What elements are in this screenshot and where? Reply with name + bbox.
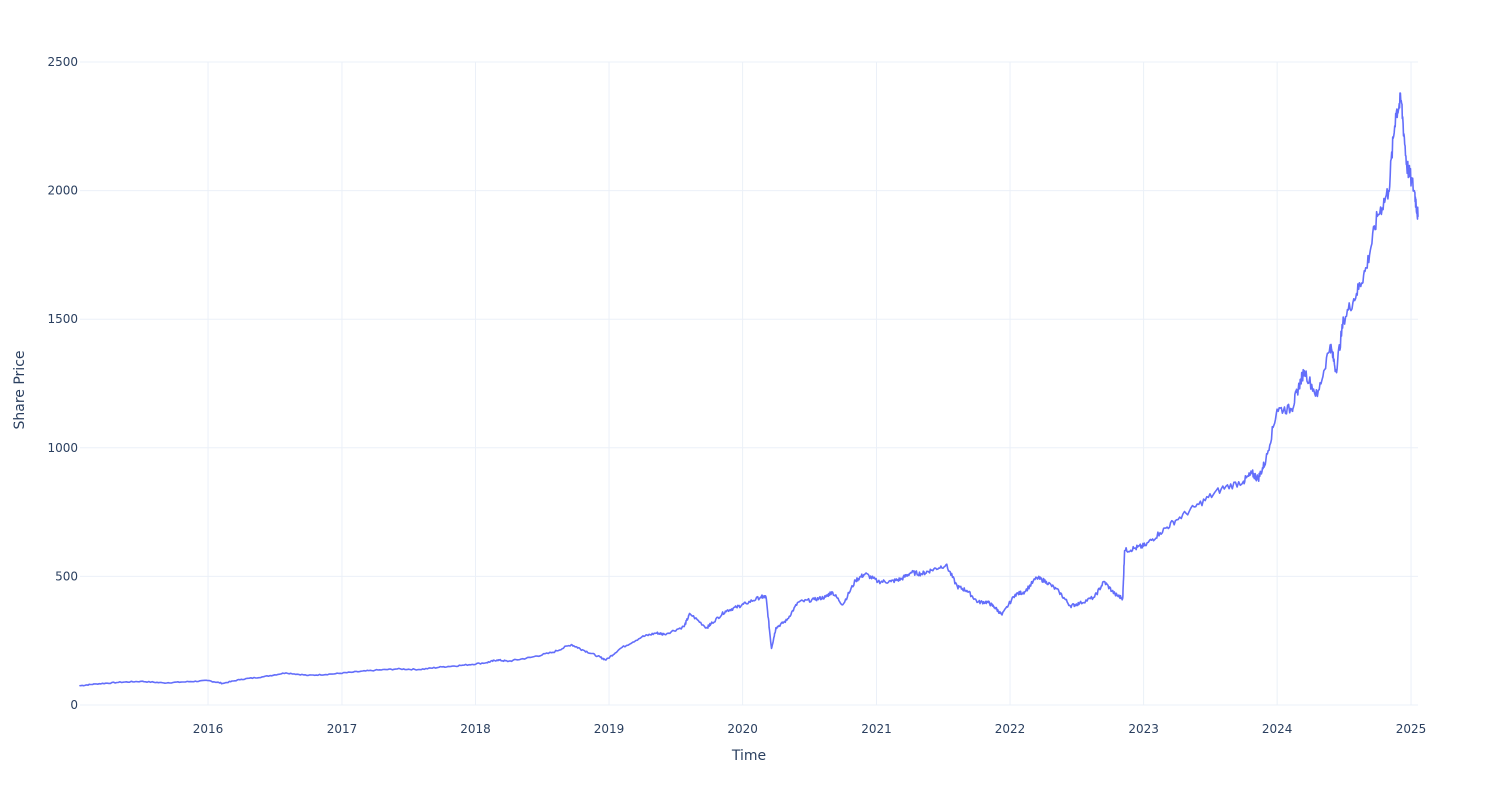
x-tick-label: 2016: [193, 722, 224, 736]
y-tick-label: 2500: [47, 55, 78, 69]
y-axis-title: Share Price: [12, 350, 28, 429]
grid: [80, 61, 1418, 706]
x-tick-label: 2023: [1128, 722, 1159, 736]
x-tick-label: 2025: [1396, 722, 1427, 736]
x-tick-label: 2022: [995, 722, 1026, 736]
y-tick-label: 1500: [47, 312, 78, 326]
x-tick-label: 2019: [594, 722, 625, 736]
y-tick-label: 1000: [47, 441, 78, 455]
share-price-line: [79, 92, 1419, 687]
x-tick-label: 2020: [727, 722, 758, 736]
x-tick-label: 2017: [327, 722, 358, 736]
x-tick-label: 2021: [861, 722, 892, 736]
y-tick-label: 2000: [47, 184, 78, 198]
x-tick-label: 2024: [1262, 722, 1293, 736]
axes: 0 500 1000 1500 2000 2500 2016 2017 2018 2019 2020…: [47, 55, 1426, 736]
x-axis-title: Time: [731, 748, 766, 764]
y-tick-label: 500: [55, 569, 78, 583]
x-tick-label: 2018: [460, 722, 491, 736]
series-layer: [79, 92, 1419, 687]
y-tick-label: 0: [70, 698, 78, 712]
